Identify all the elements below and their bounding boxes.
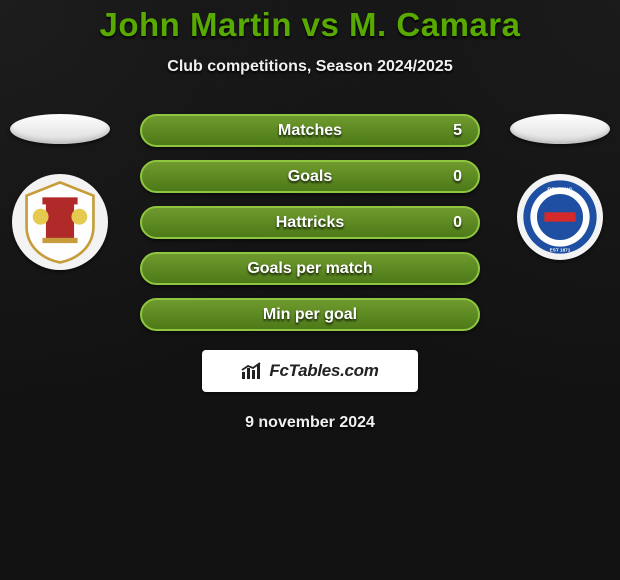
left-club-crest	[12, 174, 108, 270]
stat-bar-label: Min per goal	[142, 300, 478, 329]
stat-bar-value-right: 5	[453, 116, 462, 145]
svg-text:EST 1871: EST 1871	[550, 247, 571, 252]
right-player-avatar-placeholder	[510, 114, 610, 144]
shield-icon	[16, 178, 104, 266]
stat-bar: Hattricks0	[140, 206, 480, 239]
svg-text:READING: READING	[547, 187, 572, 193]
stat-bar-label: Matches	[142, 116, 478, 145]
bar-chart-icon	[241, 362, 263, 380]
date-label: 9 november 2024	[0, 414, 620, 432]
comparison-panel: Matches5Goals0Hattricks0Goals per matchM…	[0, 114, 620, 331]
stat-bar-label: Goals	[142, 162, 478, 191]
stat-bar: Min per goal	[140, 298, 480, 331]
stat-bar: Goals0	[140, 160, 480, 193]
stat-bars: Matches5Goals0Hattricks0Goals per matchM…	[140, 114, 480, 331]
stat-bar-value-right: 0	[453, 162, 462, 191]
subtitle: Club competitions, Season 2024/2025	[0, 58, 620, 76]
stat-bar: Goals per match	[140, 252, 480, 285]
stat-bar-value-right: 0	[453, 208, 462, 237]
left-player-avatar-placeholder	[10, 114, 110, 144]
stat-bar: Matches5	[140, 114, 480, 147]
right-club-crest: READING EST 1871	[517, 174, 603, 260]
stat-bar-label: Hattricks	[142, 208, 478, 237]
stat-bar-label: Goals per match	[142, 254, 478, 283]
page-title: John Martin vs M. Camara	[0, 6, 620, 44]
brand-label: FcTables.com	[269, 361, 378, 381]
right-player-column: READING EST 1871	[510, 114, 610, 331]
brand-badge: FcTables.com	[202, 350, 418, 392]
circle-crest-icon: READING EST 1871	[521, 178, 599, 256]
left-player-column	[10, 114, 110, 331]
